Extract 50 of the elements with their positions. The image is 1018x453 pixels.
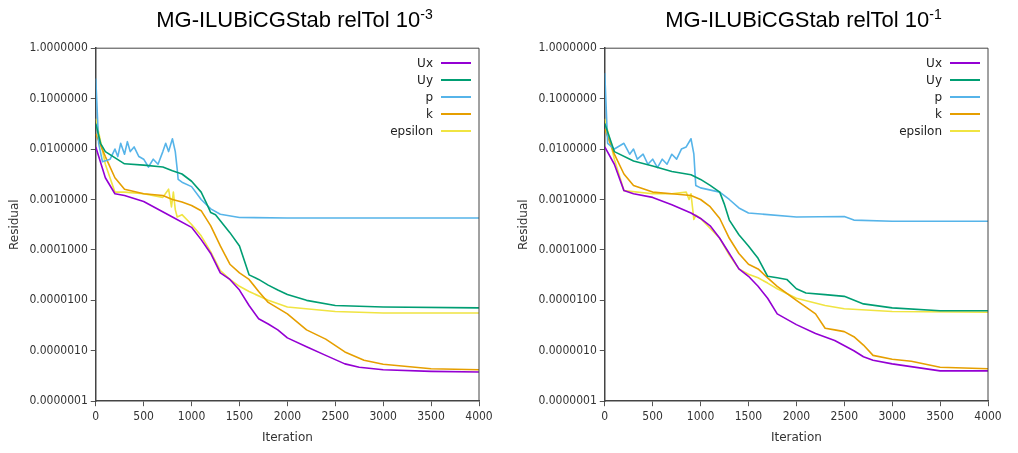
- y-tick-label: 0.0000001: [29, 393, 88, 408]
- x-tick-label: 2500: [830, 408, 859, 423]
- x-axis-title: Iteration: [770, 429, 822, 444]
- y-tick-label: 0.0000010: [29, 342, 88, 357]
- x-tick-label: 1000: [686, 408, 715, 423]
- y-tick-label: 0.1000000: [538, 90, 597, 105]
- x-tick-label: 500: [133, 408, 155, 423]
- y-tick-label: 0.0000010: [538, 342, 597, 357]
- x-tick-label: 4000: [974, 408, 1002, 423]
- x-tick-label: 2500: [321, 408, 350, 423]
- x-tick-label: 2000: [273, 408, 302, 423]
- legend-label: k: [426, 106, 433, 121]
- x-tick-label: 1500: [225, 408, 254, 423]
- x-tick-label: 3500: [417, 408, 445, 423]
- y-tick-label: 0.0000001: [538, 393, 597, 408]
- legend-label: p: [934, 89, 942, 104]
- legend-label: p: [425, 89, 433, 104]
- y-tick-label: 0.0001000: [29, 242, 88, 257]
- chart-title: MG-ILUBiCGStab relTol 10$^{-1}$: [664, 6, 943, 34]
- legend-label: epsilon: [899, 123, 942, 138]
- y-tick-label: 0.0001000: [538, 242, 597, 257]
- x-tick-label: 1000: [177, 408, 206, 423]
- legend-label: Uy: [417, 72, 433, 87]
- y-tick-label: 1.0000000: [29, 40, 88, 55]
- x-tick-label: 4000: [465, 408, 493, 423]
- y-tick-label: 0.0000100: [538, 292, 597, 307]
- y-tick-label: 0.0010000: [29, 191, 88, 206]
- legend-label: Uy: [926, 72, 942, 87]
- x-tick-label: 3000: [369, 408, 398, 423]
- legend-label: k: [935, 106, 942, 121]
- y-tick-label: 0.0010000: [538, 191, 597, 206]
- x-tick-label: 1500: [734, 408, 763, 423]
- y-axis-title: Residual: [7, 199, 22, 251]
- x-tick-label: 0: [601, 408, 609, 423]
- x-tick-label: 3500: [926, 408, 954, 423]
- x-tick-label: 500: [642, 408, 664, 423]
- chart-title: MG-ILUBiCGStab relTol 10$^{-3}$: [155, 6, 434, 34]
- x-tick-label: 0: [92, 408, 100, 423]
- x-axis-title: Iteration: [261, 429, 313, 444]
- legend-label: epsilon: [390, 123, 433, 138]
- legend-label: Ux: [926, 55, 942, 70]
- legend-label: Ux: [417, 55, 433, 70]
- y-tick-label: 0.1000000: [29, 90, 88, 105]
- y-axis-title: Residual: [516, 199, 531, 251]
- y-tick-label: 0.0100000: [538, 141, 597, 156]
- y-tick-label: 0.0100000: [29, 141, 88, 156]
- y-tick-label: 0.0000100: [29, 292, 88, 307]
- y-tick-label: 1.0000000: [538, 40, 597, 55]
- x-tick-label: 3000: [878, 408, 907, 423]
- x-tick-label: 2000: [782, 408, 811, 423]
